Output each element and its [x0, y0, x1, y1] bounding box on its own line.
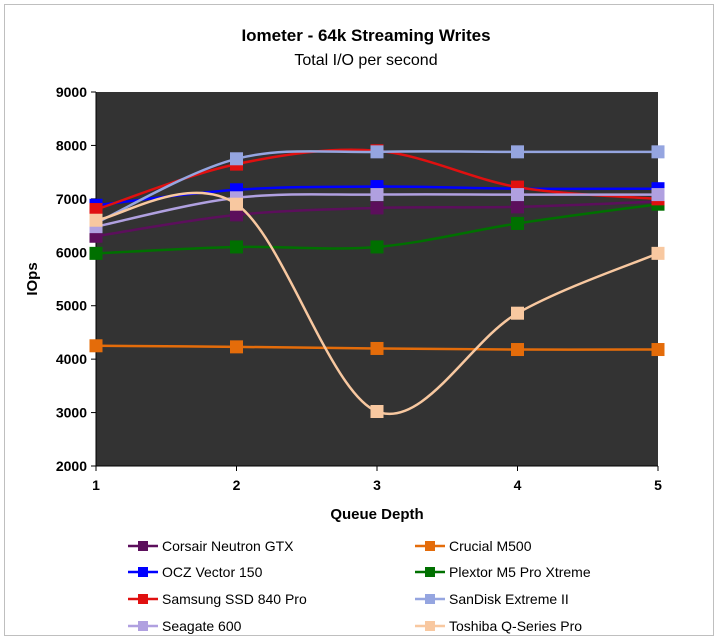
- data-point-toshiba-q-series-pro: [89, 213, 103, 227]
- legend-marker-swatch: [425, 621, 435, 631]
- y-tick-label: 2000: [56, 458, 87, 474]
- legend-marker-swatch: [425, 541, 435, 551]
- data-point-crucial-m500: [651, 343, 665, 357]
- legend-item-seagate-600: Seagate 600: [128, 618, 242, 634]
- x-tick-label: 4: [514, 477, 522, 493]
- series-markers: [89, 144, 665, 419]
- chart-title: Iometer - 64k Streaming Writes: [241, 26, 490, 45]
- x-axis-label: Queue Depth: [330, 506, 423, 523]
- y-tick-label: 7000: [56, 191, 87, 207]
- legend-label: Crucial M500: [449, 538, 532, 554]
- legend-marker-swatch: [425, 594, 435, 604]
- y-tick-label: 3000: [56, 405, 87, 421]
- data-point-sandisk-extreme-ii: [651, 145, 665, 159]
- x-tick-label: 1: [92, 477, 100, 493]
- legend-item-toshiba-q-series-pro: Toshiba Q-Series Pro: [415, 618, 582, 634]
- y-axis-label: IOps: [24, 262, 41, 295]
- legend-label: Seagate 600: [162, 618, 242, 634]
- data-point-seagate-600: [511, 188, 524, 202]
- data-point-sandisk-extreme-ii: [370, 145, 384, 159]
- data-point-corsair-neutron-gtx: [511, 200, 524, 214]
- legend-item-sandisk-extreme-ii: SanDisk Extreme II: [415, 591, 569, 607]
- data-point-plextor-m5-pro-xtreme: [230, 240, 243, 254]
- y-tick-label: 5000: [56, 298, 87, 314]
- legend-label: Corsair Neutron GTX: [162, 538, 294, 554]
- data-point-toshiba-q-series-pro: [230, 197, 243, 211]
- data-point-crucial-m500: [370, 341, 384, 355]
- data-point-plextor-m5-pro-xtreme: [370, 240, 384, 254]
- data-point-toshiba-q-series-pro: [651, 246, 665, 260]
- data-point-toshiba-q-series-pro: [370, 405, 384, 419]
- data-point-corsair-neutron-gtx: [370, 201, 384, 215]
- y-tick-label: 6000: [56, 244, 87, 260]
- data-point-plextor-m5-pro-xtreme: [511, 216, 524, 230]
- data-point-plextor-m5-pro-xtreme: [89, 246, 103, 260]
- legend-marker-swatch: [138, 541, 148, 551]
- data-point-seagate-600: [651, 188, 665, 202]
- legend: Corsair Neutron GTX Crucial M500 OCZ Vecto…: [128, 538, 591, 634]
- legend-item-plextor-m5-pro-xtreme: Plextor M5 Pro Xtreme: [415, 564, 591, 580]
- legend-marker-swatch: [138, 594, 148, 604]
- legend-item-crucial-m500: Crucial M500: [415, 538, 532, 554]
- legend-label: OCZ Vector 150: [162, 564, 263, 580]
- legend-item-samsung-ssd-840-pro: Samsung SSD 840 Pro: [128, 591, 307, 607]
- tick-labels: 2000 3000 4000 5000 6000 7000 8000 9000 1 2 3 4 5: [56, 84, 662, 493]
- x-tick-label: 5: [654, 477, 662, 493]
- data-point-seagate-600: [370, 188, 384, 202]
- legend-label: SanDisk Extreme II: [449, 591, 569, 607]
- legend-item-corsair-neutron-gtx: Corsair Neutron GTX: [128, 538, 294, 554]
- data-point-crucial-m500: [230, 340, 243, 354]
- y-tick-label: 9000: [56, 84, 87, 100]
- legend-label: Samsung SSD 840 Pro: [162, 591, 307, 607]
- x-tick-label: 2: [233, 477, 241, 493]
- y-tick-label: 8000: [56, 137, 87, 153]
- legend-marker-swatch: [138, 621, 148, 631]
- data-point-sandisk-extreme-ii: [511, 145, 524, 159]
- legend-label: Toshiba Q-Series Pro: [449, 618, 582, 634]
- chart-subtitle: Total I/O per second: [294, 52, 437, 69]
- legend-label: Plextor M5 Pro Xtreme: [449, 564, 591, 580]
- legend-marker-swatch: [138, 567, 148, 577]
- data-point-crucial-m500: [89, 339, 103, 353]
- y-tick-label: 4000: [56, 351, 87, 367]
- x-tick-label: 3: [373, 477, 381, 493]
- data-point-crucial-m500: [511, 343, 524, 357]
- data-point-toshiba-q-series-pro: [511, 306, 524, 320]
- legend-item-ocz-vector-150: OCZ Vector 150: [128, 564, 263, 580]
- legend-marker-swatch: [425, 567, 435, 577]
- data-point-sandisk-extreme-ii: [230, 152, 243, 166]
